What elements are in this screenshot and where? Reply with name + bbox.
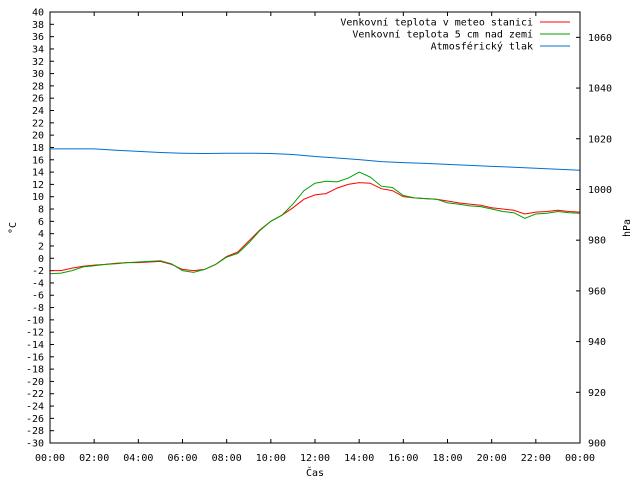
x-tick-label: 08:00 bbox=[212, 453, 242, 464]
x-tick-label: 16:00 bbox=[388, 453, 418, 464]
legend-label-2: Venkovní teplota 5 cm nad zemí bbox=[352, 29, 533, 41]
x-tick-label: 20:00 bbox=[477, 453, 507, 464]
y-left-tick-label: -14 bbox=[26, 340, 44, 351]
y-right-tick-label: 1020 bbox=[588, 134, 612, 145]
y-left-tick-label: 0 bbox=[38, 254, 44, 265]
series-line-1 bbox=[50, 182, 581, 272]
y-left-tick-label: 6 bbox=[38, 217, 44, 228]
y-left-tick-label: 34 bbox=[32, 44, 44, 55]
y-left-tick-label: -28 bbox=[26, 426, 44, 437]
y-left-tick-label: 28 bbox=[32, 81, 44, 92]
x-tick-label: 06:00 bbox=[167, 453, 197, 464]
y-left-tick-label: -26 bbox=[26, 414, 44, 425]
y-left-tick-label: -6 bbox=[32, 291, 44, 302]
y-left-tick-label: 38 bbox=[32, 20, 44, 31]
y-left-tick-label: -30 bbox=[26, 439, 44, 450]
series-line-2 bbox=[49, 171, 581, 275]
x-tick-label: 00:00 bbox=[565, 453, 595, 464]
y-right-tick-label: 960 bbox=[588, 286, 606, 297]
plot-frame bbox=[49, 11, 581, 444]
y-left-tick-label: 10 bbox=[32, 192, 44, 203]
y-left-tick-label: -8 bbox=[32, 303, 44, 314]
y-left-tick-label: -18 bbox=[26, 365, 44, 376]
y-axis-right-title: hPa bbox=[622, 219, 633, 237]
y-left-tick-label: 14 bbox=[32, 168, 44, 179]
x-tick-label: 10:00 bbox=[256, 453, 286, 464]
y-left-tick-label: 32 bbox=[32, 57, 44, 68]
y-left-tick-label: -12 bbox=[26, 328, 44, 339]
y-right-tick-label: 900 bbox=[588, 439, 606, 450]
y-right-tick-label: 920 bbox=[588, 388, 606, 399]
x-axis-ticks: 00:00 02:00 04:00 06:00 08:00 10:00 12:00 14:00… bbox=[35, 12, 595, 464]
y-axis-left-title: °C bbox=[8, 222, 19, 234]
y-left-tick-label: 4 bbox=[38, 229, 44, 240]
y-right-tick-label: 940 bbox=[588, 337, 606, 348]
y-left-tick-label: 20 bbox=[32, 131, 44, 142]
y-left-tick-label: -20 bbox=[26, 377, 44, 388]
y-left-tick-label: 2 bbox=[38, 241, 44, 252]
y-left-tick-label: -22 bbox=[26, 389, 44, 400]
x-tick-label: 14:00 bbox=[344, 453, 374, 464]
y-left-tick-label: -10 bbox=[26, 315, 44, 326]
x-tick-label: 00:00 bbox=[35, 453, 65, 464]
x-tick-label: 02:00 bbox=[79, 453, 109, 464]
x-tick-label: 04:00 bbox=[123, 453, 153, 464]
legend: Venkovní teplota v meteo staniciVenkovní… bbox=[340, 17, 570, 53]
y-left-tick-label: 26 bbox=[32, 94, 44, 105]
y-left-tick-label: 18 bbox=[32, 143, 44, 154]
y-left-tick-label: -24 bbox=[26, 402, 44, 413]
y-left-tick-label: 8 bbox=[38, 205, 44, 216]
y-left-tick-label: 16 bbox=[32, 155, 44, 166]
y-left-tick-label: 12 bbox=[32, 180, 44, 191]
x-tick-label: 18:00 bbox=[432, 453, 462, 464]
y-left-tick-label: 40 bbox=[32, 8, 44, 19]
left-axis-ticks: -30-28-26-24-22-20-18-16-14-12-10-8-6-4-… bbox=[26, 8, 54, 450]
legend-label-3: Atmosférický tlak bbox=[431, 41, 533, 53]
y-left-tick-label: -16 bbox=[26, 352, 44, 363]
y-right-tick-label: 1060 bbox=[588, 33, 612, 44]
y-right-tick-label: 980 bbox=[588, 236, 606, 247]
x-tick-label: 12:00 bbox=[300, 453, 330, 464]
y-right-tick-label: 1040 bbox=[588, 84, 612, 95]
legend-label-1: Venkovní teplota v meteo stanici bbox=[340, 17, 533, 29]
x-tick-label: 22:00 bbox=[521, 453, 551, 464]
y-left-tick-label: -4 bbox=[32, 278, 44, 289]
y-left-tick-label: 22 bbox=[32, 118, 44, 129]
y-left-tick-label: 30 bbox=[32, 69, 44, 80]
y-left-tick-label: 24 bbox=[32, 106, 44, 117]
series-lines bbox=[49, 148, 581, 275]
series-line-3 bbox=[50, 148, 581, 171]
right-axis-ticks: 900 920 940 960 980 1000 1020 1040 1060 bbox=[576, 33, 612, 450]
x-axis-title: Čas bbox=[306, 466, 324, 479]
y-left-tick-label: -2 bbox=[32, 266, 44, 277]
y-left-tick-label: 36 bbox=[32, 32, 44, 43]
y-right-tick-label: 1000 bbox=[588, 185, 612, 196]
